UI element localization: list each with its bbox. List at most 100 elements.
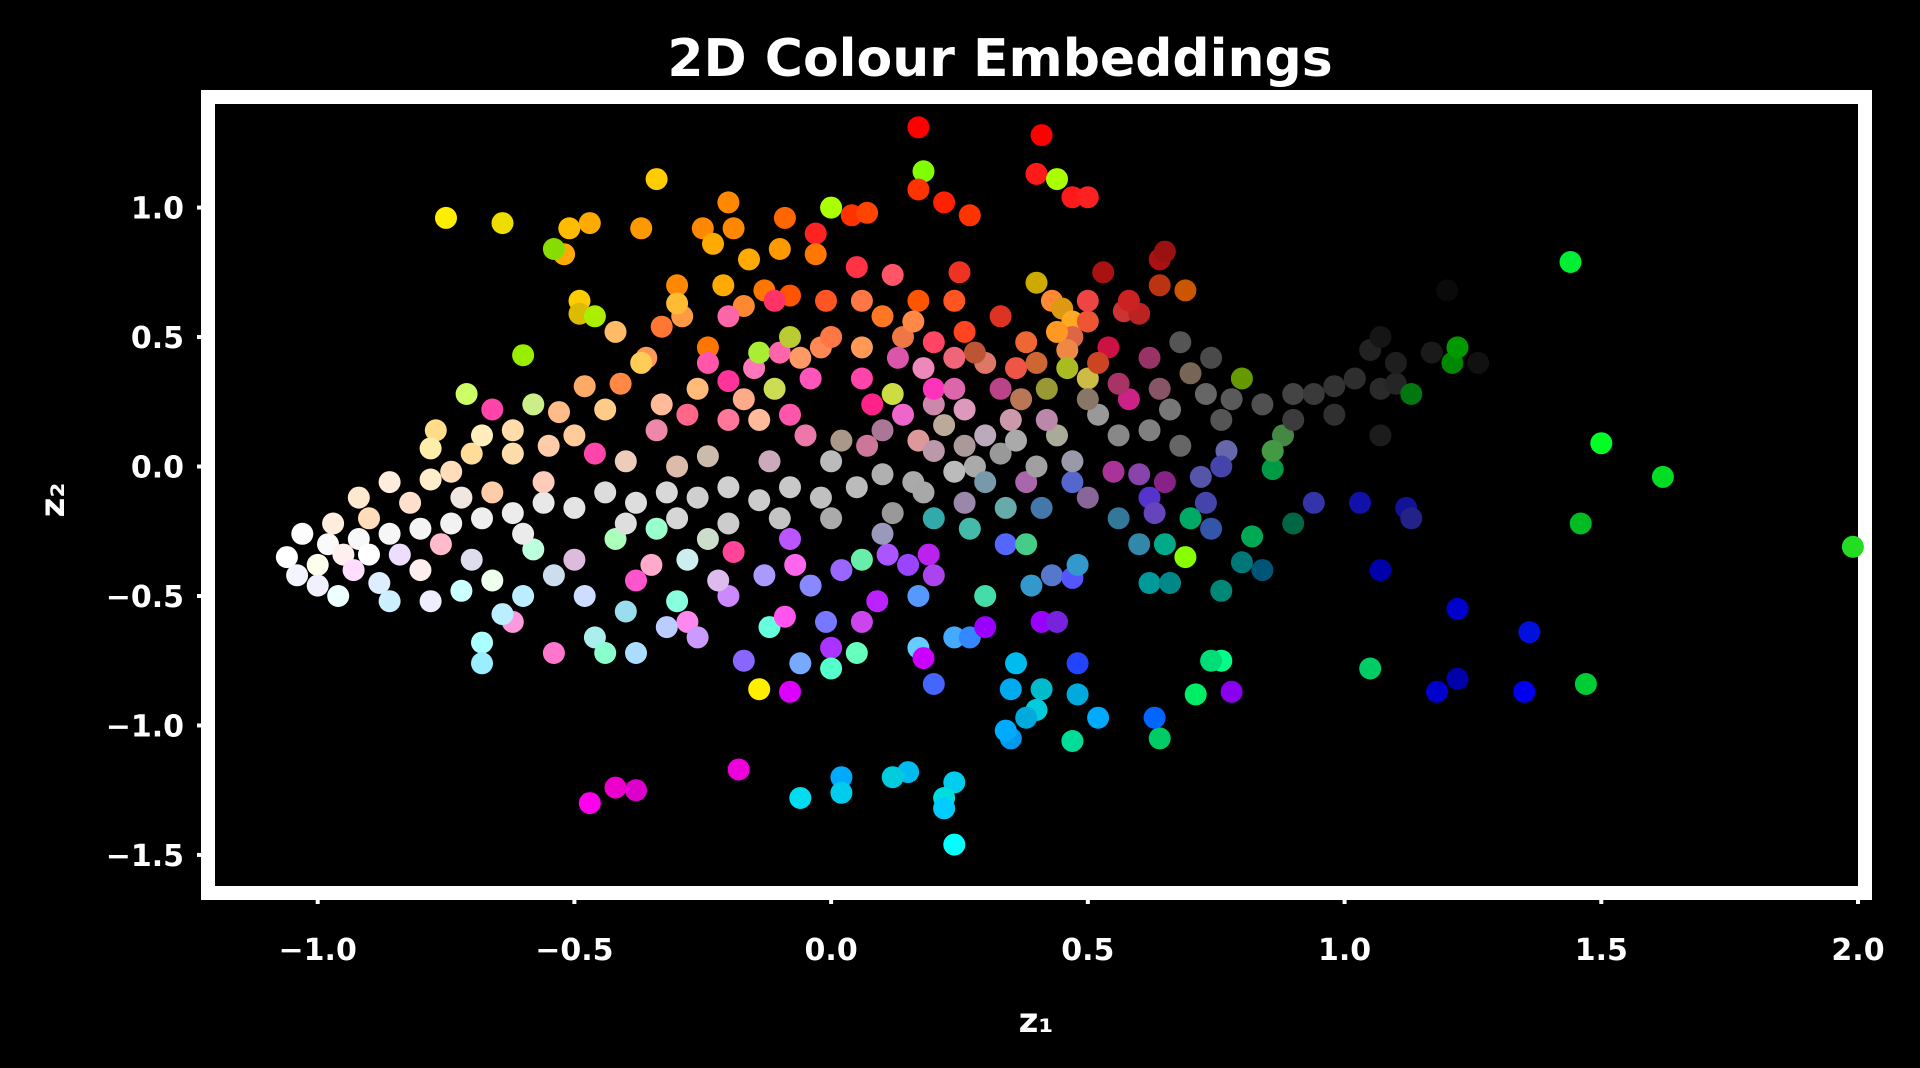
data-point — [1384, 351, 1407, 374]
data-point — [933, 191, 956, 214]
data-point — [1076, 486, 1099, 509]
data-point — [974, 424, 997, 447]
data-point — [1400, 383, 1423, 405]
data-point — [686, 486, 709, 509]
data-point — [943, 346, 966, 369]
data-point — [563, 548, 586, 571]
data-point — [1210, 455, 1233, 478]
data-point — [358, 507, 380, 530]
data-point — [732, 649, 755, 672]
data-point — [1066, 652, 1089, 675]
data-point — [327, 585, 350, 607]
data-point — [722, 217, 745, 240]
data-point — [696, 445, 719, 468]
x-tick-label: 2.0 — [1831, 933, 1884, 968]
data-point — [1010, 388, 1033, 411]
data-point — [1179, 362, 1202, 385]
data-point — [773, 206, 796, 229]
data-point — [820, 657, 843, 680]
data-point — [748, 678, 771, 701]
data-point — [1087, 351, 1110, 374]
data-point — [1230, 551, 1253, 574]
data-point — [583, 626, 606, 649]
data-point — [1251, 393, 1274, 416]
data-point — [481, 569, 504, 592]
data-point — [1107, 507, 1130, 530]
data-point — [368, 572, 391, 594]
data-point — [994, 496, 1017, 519]
data-point — [779, 680, 801, 703]
data-point — [1092, 261, 1115, 284]
data-point — [594, 642, 617, 664]
data-point — [1651, 465, 1674, 488]
data-point — [948, 261, 971, 284]
data-point — [707, 569, 730, 592]
data-point — [933, 414, 956, 437]
data-point — [1025, 271, 1048, 294]
data-point — [317, 533, 339, 556]
data-point — [1518, 621, 1541, 644]
data-point — [1179, 507, 1202, 530]
data-point — [625, 491, 647, 514]
data-point — [1446, 597, 1469, 620]
data-point — [1061, 471, 1084, 494]
data-point — [1220, 388, 1243, 411]
data-point — [378, 522, 401, 545]
data-point — [974, 616, 997, 639]
data-point — [1025, 162, 1048, 185]
data-point — [419, 437, 442, 460]
data-point — [799, 574, 822, 597]
data-point — [332, 543, 355, 566]
data-point — [922, 331, 945, 354]
data-point — [1841, 535, 1864, 558]
data-point — [994, 533, 1017, 556]
data-point — [342, 559, 365, 582]
data-point — [583, 442, 606, 465]
data-point — [994, 719, 1017, 742]
x-axis-label: z₁ — [1019, 1001, 1054, 1041]
data-point — [481, 481, 504, 504]
data-point — [732, 388, 755, 411]
data-point — [1046, 424, 1068, 447]
data-point — [614, 450, 637, 473]
data-point — [542, 642, 565, 664]
data-point — [999, 408, 1022, 431]
data-point — [1590, 432, 1613, 455]
data-point — [1184, 683, 1207, 706]
data-point — [419, 468, 442, 491]
data-point — [563, 424, 586, 447]
data-point — [1569, 512, 1592, 535]
x-tick-label: 1.0 — [1318, 933, 1371, 968]
data-point — [779, 476, 801, 499]
data-point — [1030, 124, 1053, 147]
y-axis-label: z₂ — [33, 483, 73, 518]
data-point — [779, 403, 801, 426]
data-point — [922, 393, 945, 416]
data-point — [501, 442, 524, 465]
data-point — [378, 471, 401, 494]
data-point — [1343, 367, 1366, 390]
data-point — [655, 481, 678, 504]
data-point — [943, 377, 966, 400]
data-point — [1369, 559, 1392, 582]
data-point — [1143, 502, 1166, 525]
data-point — [1200, 649, 1223, 672]
data-points — [275, 116, 1864, 856]
data-point — [625, 642, 647, 664]
x-tick-label: −1.0 — [279, 933, 357, 968]
data-point — [614, 600, 637, 623]
data-point — [1005, 652, 1027, 675]
data-point — [717, 476, 740, 499]
data-point — [866, 590, 889, 613]
data-point — [1015, 331, 1038, 354]
data-point — [974, 585, 997, 607]
data-point — [1061, 186, 1084, 209]
data-point — [922, 440, 945, 462]
data-point — [881, 502, 904, 525]
data-point — [1194, 383, 1217, 405]
data-point — [1153, 471, 1176, 494]
data-point — [758, 616, 781, 639]
data-point — [794, 424, 817, 447]
data-point — [1446, 667, 1469, 690]
data-point — [666, 507, 689, 530]
